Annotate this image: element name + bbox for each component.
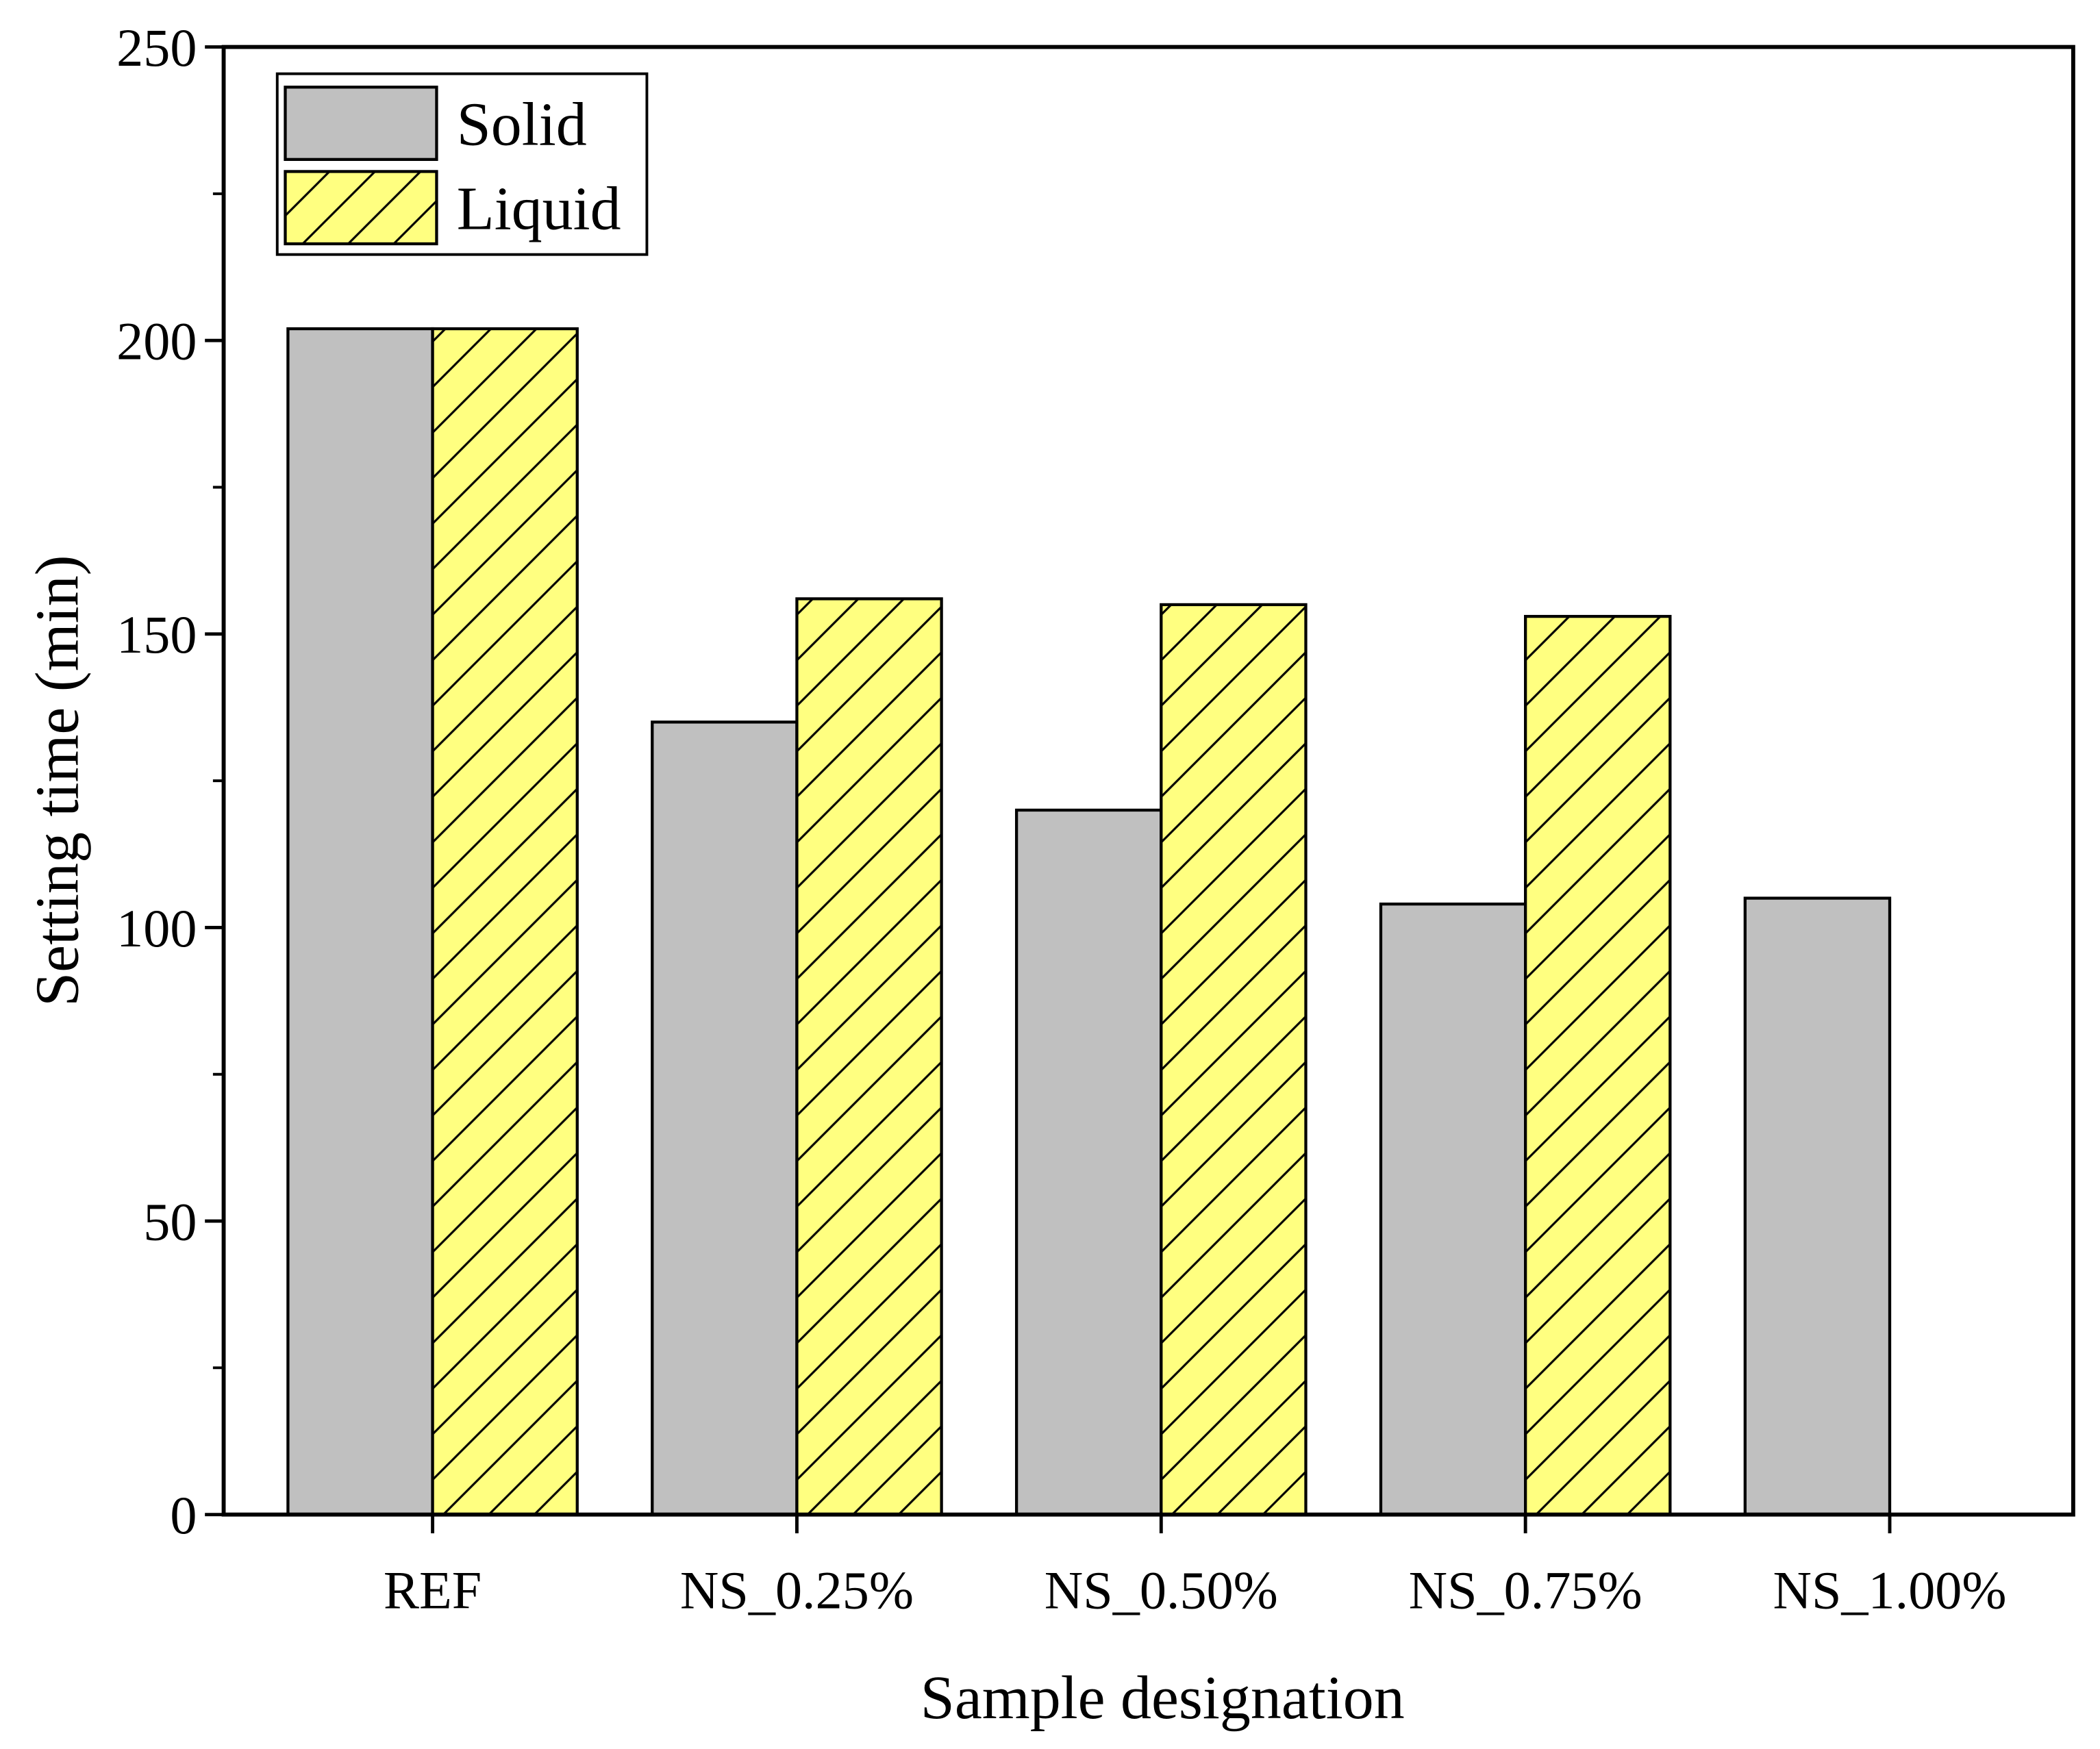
bar <box>795 597 943 1516</box>
bar <box>1379 902 1527 1516</box>
bar <box>1743 896 1892 1516</box>
x-axis-title: Sample designation <box>921 1664 1405 1732</box>
legend-label: Liquid <box>457 175 621 243</box>
y-tick-label: 100 <box>116 898 197 958</box>
legend-swatch <box>284 170 438 246</box>
bar <box>286 327 434 1516</box>
legend-label: Solid <box>457 90 587 158</box>
x-tick-label: NS_0.25% <box>680 1561 914 1620</box>
bar <box>431 327 579 1516</box>
x-tick-label: REF <box>384 1561 482 1620</box>
x-tick-label: NS_0.75% <box>1409 1561 1642 1620</box>
y-tick-label: 200 <box>116 312 197 371</box>
bar <box>1014 808 1163 1516</box>
y-axis-title: Setting time (min) <box>23 555 91 1006</box>
y-tick-label: 150 <box>116 605 197 664</box>
bar <box>1524 614 1672 1516</box>
y-tick-label: 0 <box>170 1485 197 1545</box>
y-tick-label: 250 <box>116 18 197 77</box>
bar <box>1160 603 1308 1516</box>
x-tick-label: NS_0.50% <box>1045 1561 1278 1620</box>
bar <box>651 720 799 1516</box>
legend-swatch <box>284 86 438 161</box>
y-tick-label: 50 <box>143 1192 197 1251</box>
x-tick-label: NS_1.00% <box>1773 1561 2006 1620</box>
